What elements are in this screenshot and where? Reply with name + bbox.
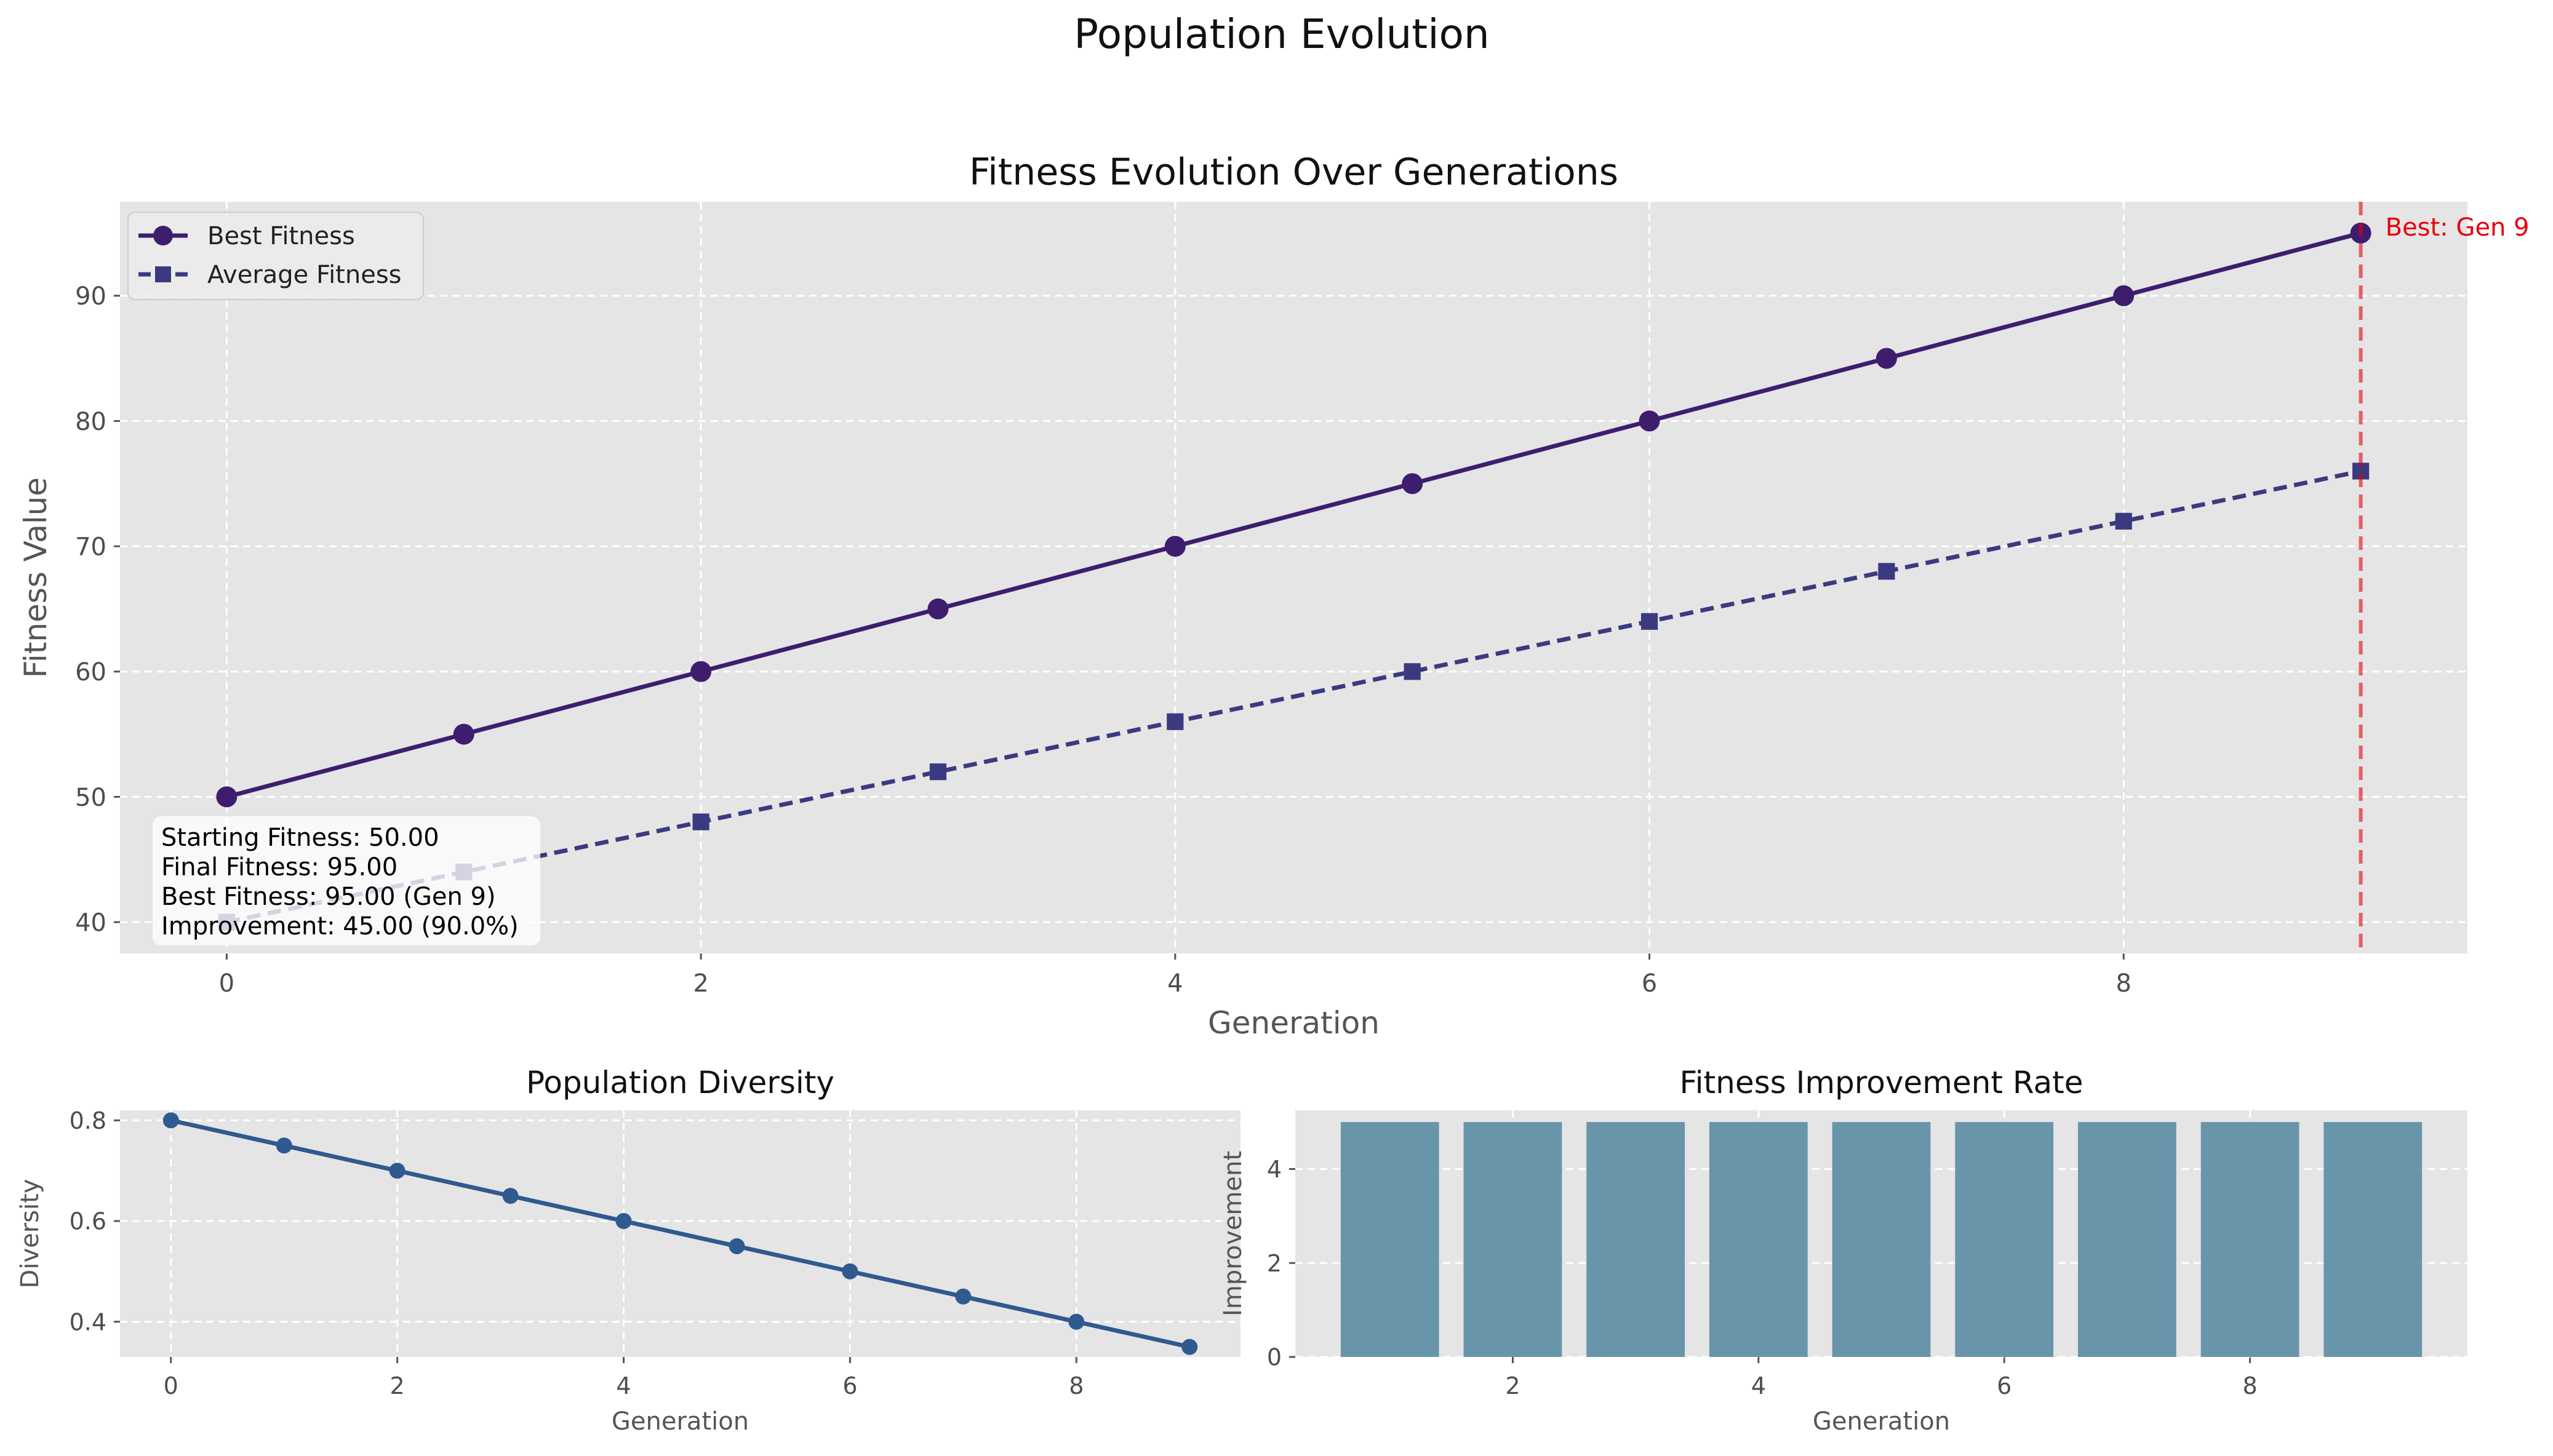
data-point bbox=[842, 1263, 858, 1279]
data-point bbox=[955, 1288, 972, 1305]
y-tick-label: 0.8 bbox=[70, 1107, 106, 1134]
data-point bbox=[690, 661, 712, 682]
stats-line: Improvement: 45.00 (90.0%) bbox=[161, 912, 519, 941]
x-axis-label: Generation bbox=[612, 1407, 749, 1436]
x-tick-label: 2 bbox=[693, 969, 708, 998]
best-generation-label: Best: Gen 9 bbox=[2386, 213, 2530, 242]
x-tick-label: 4 bbox=[1751, 1372, 1766, 1399]
x-tick-label: 8 bbox=[1069, 1372, 1084, 1399]
x-tick-label: 4 bbox=[616, 1372, 631, 1399]
x-tick-label: 2 bbox=[390, 1372, 405, 1399]
x-tick-label: 0 bbox=[219, 969, 234, 998]
y-tick-label: 0 bbox=[1267, 1344, 1282, 1371]
data-point bbox=[2113, 285, 2135, 306]
data-point bbox=[729, 1238, 745, 1254]
y-tick-label: 70 bbox=[75, 533, 106, 561]
data-point bbox=[216, 786, 238, 808]
bar bbox=[1340, 1122, 1439, 1357]
bar bbox=[1586, 1122, 1685, 1357]
legend-label: Best Fitness bbox=[207, 222, 355, 250]
legend-marker bbox=[153, 226, 173, 245]
stats-line: Starting Fitness: 50.00 bbox=[161, 824, 439, 852]
data-point bbox=[453, 723, 474, 745]
panel-title: Population Diversity bbox=[526, 1065, 834, 1100]
data-point bbox=[927, 598, 949, 619]
y-axis-label: Diversity bbox=[16, 1179, 44, 1289]
population-diversity-panel: 0 2 4 6 8 0.4 0.6 0.8 Population Diversity Genera… bbox=[16, 1065, 1241, 1436]
data-point bbox=[1876, 348, 1897, 369]
y-axis-label: Fitness Value bbox=[18, 477, 54, 678]
y-tick-label: 40 bbox=[75, 909, 106, 937]
series-line bbox=[226, 469, 2362, 925]
stats-box-frame bbox=[153, 816, 540, 945]
data-point bbox=[276, 1137, 292, 1154]
x-tick-label: 4 bbox=[1167, 969, 1183, 998]
legend-frame bbox=[127, 212, 424, 300]
x-tick-label: 8 bbox=[2116, 969, 2131, 998]
x-axis-label: Generation bbox=[1813, 1407, 1950, 1436]
data-point-square bbox=[929, 763, 947, 781]
bar bbox=[2323, 1122, 2423, 1357]
data-point bbox=[1639, 410, 1660, 432]
bar bbox=[2200, 1122, 2299, 1357]
series-line bbox=[226, 231, 2362, 799]
data-point bbox=[1068, 1313, 1085, 1330]
figure-suptitle: Population Evolution bbox=[1074, 10, 1489, 58]
data-point-square bbox=[2115, 512, 2132, 530]
panel-title: Fitness Evolution Over Generations bbox=[969, 151, 1618, 194]
y-tick-label: 0.4 bbox=[70, 1308, 106, 1335]
data-point bbox=[615, 1213, 632, 1230]
legend-label: Average Fitness bbox=[207, 261, 402, 289]
legend-marker-square bbox=[155, 266, 171, 282]
y-tick-label: 90 bbox=[75, 282, 106, 311]
data-point bbox=[389, 1163, 406, 1179]
data-point bbox=[1402, 473, 1423, 495]
data-point-square bbox=[1167, 713, 1184, 730]
x-axis-label: Generation bbox=[1208, 1005, 1380, 1041]
data-point bbox=[162, 1112, 179, 1129]
data-point-square bbox=[1878, 563, 1895, 580]
data-point-square bbox=[692, 813, 709, 830]
stats-line: Final Fitness: 95.00 bbox=[161, 853, 398, 881]
data-point bbox=[1181, 1339, 1198, 1355]
stats-line: Best Fitness: 95.00 (Gen 9) bbox=[161, 883, 496, 911]
y-tick-label: 50 bbox=[75, 784, 106, 812]
y-tick-label: 4 bbox=[1267, 1156, 1282, 1183]
bar bbox=[1832, 1122, 1931, 1357]
data-point bbox=[1164, 536, 1186, 557]
y-tick-label: 2 bbox=[1267, 1250, 1282, 1277]
x-tick-label: 6 bbox=[1997, 1372, 2012, 1399]
y-tick-label: 0.6 bbox=[70, 1208, 106, 1235]
improvement-rate-panel: 2 4 6 8 0 2 4 Fitness Improvement Rate Generatio… bbox=[1219, 1065, 2467, 1436]
panel-title: Fitness Improvement Rate bbox=[1680, 1065, 2084, 1100]
y-axis-label: Improvement bbox=[1219, 1151, 1247, 1316]
y-tick-label: 80 bbox=[75, 408, 106, 436]
bar bbox=[1955, 1122, 2054, 1357]
bar bbox=[2077, 1122, 2176, 1357]
x-tick-label: 2 bbox=[1505, 1372, 1520, 1399]
legend: Best Fitness Average Fitness bbox=[127, 212, 424, 300]
x-tick-label: 8 bbox=[2242, 1372, 2257, 1399]
data-point bbox=[502, 1188, 519, 1204]
data-point-square bbox=[1404, 663, 1421, 680]
x-tick-label: 6 bbox=[1642, 969, 1657, 998]
x-tick-label: 6 bbox=[842, 1372, 857, 1399]
fitness-evolution-panel: 0 2 4 6 8 40 50 60 70 80 90 Fitness Evolution Over … bbox=[18, 151, 2529, 1041]
series-line bbox=[170, 1118, 1190, 1350]
x-tick-label: 0 bbox=[164, 1372, 178, 1399]
bar bbox=[1709, 1122, 1808, 1357]
bar bbox=[1463, 1122, 1562, 1357]
y-tick-label: 60 bbox=[75, 658, 106, 686]
data-point-square bbox=[1640, 613, 1658, 630]
